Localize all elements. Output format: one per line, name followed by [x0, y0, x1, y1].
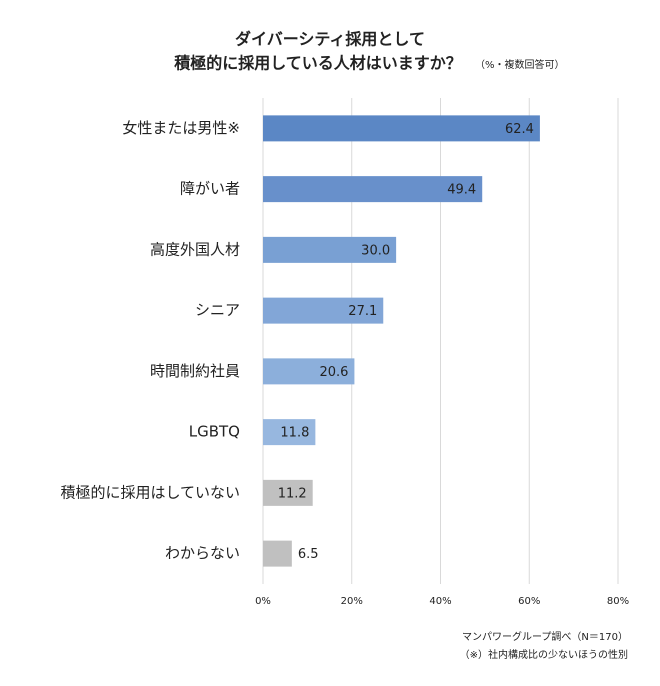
value-label: 27.1: [348, 304, 377, 319]
bar: [263, 236, 397, 263]
x-tick-label: 0%: [255, 596, 271, 607]
y-tick-label: シニア: [195, 301, 240, 319]
x-tick-label: 60%: [518, 596, 540, 607]
y-tick-label: 女性または男性※: [122, 119, 240, 137]
y-tick-label: わからない: [165, 544, 240, 562]
chart-subtitle: 積極的に採用している人材はいますか？: [173, 54, 462, 73]
x-tick-label: 20%: [341, 596, 363, 607]
bar: [263, 540, 292, 567]
value-label: 6.5: [298, 547, 319, 562]
y-tick-label: LGBTQ: [189, 423, 240, 441]
source: マンパワーグループ調べ（N＝170）: [462, 630, 628, 643]
bar: [263, 358, 355, 385]
y-tick-label: 積極的に採用はしていない: [60, 483, 240, 501]
y-tick-label: 時間制約社員: [150, 362, 240, 380]
value-label: 11.2: [278, 486, 307, 501]
chart-title: ダイバーシティ採用として: [235, 30, 425, 49]
x-tick-label: 40%: [429, 596, 451, 607]
footnote: （※）社内構成比の少ないほうの性別: [460, 648, 628, 661]
bar: [263, 115, 540, 142]
bar: [263, 419, 316, 446]
value-label: 11.8: [280, 426, 309, 441]
bar: [263, 479, 313, 506]
y-tick-label: 高度外国人材: [150, 240, 240, 258]
bar: [263, 297, 384, 324]
subtitle-note: （%・複数回答可）: [475, 58, 565, 71]
value-label: 49.4: [447, 183, 476, 198]
value-label: 20.6: [319, 365, 348, 380]
value-label: 30.0: [361, 243, 390, 258]
value-label: 62.4: [505, 122, 534, 137]
x-tick-label: 80%: [607, 596, 629, 607]
y-tick-label: 障がい者: [180, 180, 240, 198]
bar: [263, 176, 483, 203]
